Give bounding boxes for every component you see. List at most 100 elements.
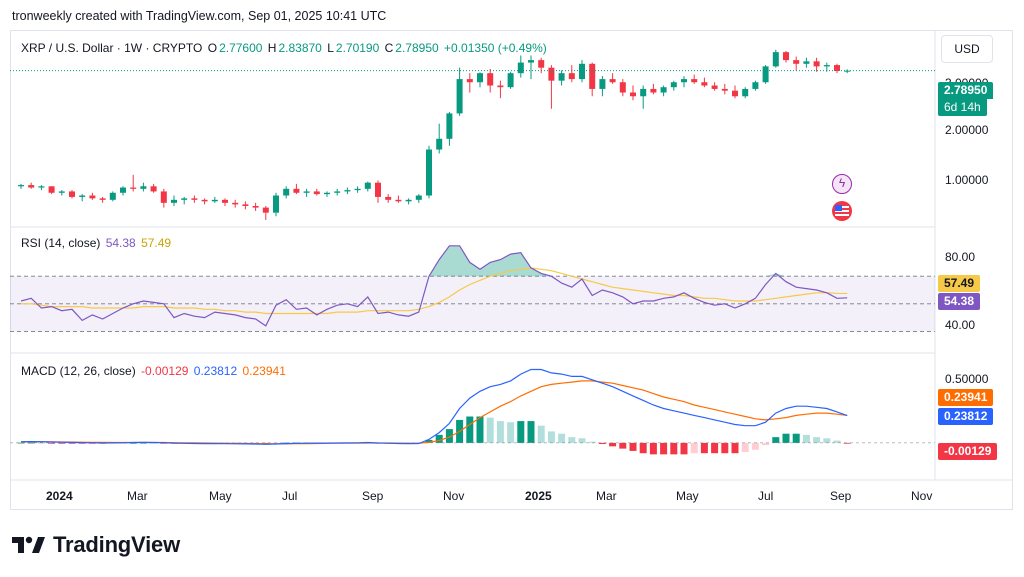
candle-body: [640, 88, 647, 97]
time-tick: Nov: [911, 489, 933, 503]
macd-histogram-bar: [609, 442, 617, 447]
candle-body: [130, 187, 137, 189]
rsi-line: [20, 245, 848, 327]
candle-body: [517, 62, 524, 74]
high-label: H: [267, 41, 277, 55]
rsi-legend: RSI (14, close) 54.38 57.49: [21, 236, 173, 250]
change-value: +0.01350 (+0.49%): [444, 41, 547, 55]
candle-body: [232, 202, 239, 205]
candle-body: [497, 85, 504, 88]
macd-histogram-bar: [547, 431, 555, 443]
candle-body: [579, 63, 585, 80]
macd-histogram-bar: [833, 440, 841, 443]
price-tick-2: 2.00000: [945, 123, 989, 137]
macd-histogram-bar: [537, 425, 545, 443]
candle-body: [283, 188, 290, 196]
macd-histogram-bar: [58, 442, 66, 444]
time-tick: Mar: [596, 489, 617, 503]
candle-body: [48, 186, 55, 193]
macd-tag: 0.23812: [938, 408, 994, 425]
low-value: 2.70190: [335, 41, 380, 55]
candle-body: [538, 60, 545, 68]
candle-body: [303, 191, 310, 193]
candle-body: [609, 79, 616, 83]
macd-histogram-bar: [751, 442, 759, 450]
candle-body: [58, 191, 65, 193]
macd-signal-line: [20, 380, 848, 445]
symbol-title[interactable]: XRP / U.S. Dollar · 1W · CRYPTO: [21, 41, 203, 55]
chart-frame: [10, 30, 1013, 510]
candle-body: [436, 138, 443, 150]
macd-histogram-bar: [558, 433, 566, 443]
macd-signal-tag: 0.23941: [938, 389, 994, 406]
candle-body: [477, 73, 483, 83]
macd-histogram-bar: [731, 442, 739, 454]
rsi-overbought-fill: [21, 245, 848, 277]
macd-hist-tag: -0.00129: [938, 443, 998, 460]
macd-value: 0.23812: [193, 364, 238, 378]
macd-histogram-bar: [711, 442, 719, 454]
candle-body: [140, 186, 147, 189]
high-value: 2.83870: [278, 41, 322, 55]
tradingview-logo-icon: [12, 536, 45, 553]
macd-histogram-bar: [425, 439, 433, 443]
candle-body: [79, 195, 86, 197]
macd-histogram-bar: [507, 422, 515, 443]
macd-histogram-bar: [68, 442, 76, 444]
macd-histogram-bar: [568, 437, 576, 443]
candle-body: [252, 205, 259, 208]
rsi-tick-40: 40.00: [945, 318, 976, 332]
rsi-value: 54.38: [105, 236, 136, 250]
macd-histogram-bar: [588, 441, 596, 443]
macd-histogram-bar: [670, 442, 678, 455]
candle-body: [619, 82, 626, 93]
candle-body: [783, 52, 789, 61]
time-tick: 2024: [46, 489, 73, 503]
macd-histogram-bar: [802, 434, 810, 443]
candle-body: [201, 199, 208, 202]
candle-body: [487, 73, 494, 86]
time-tick: Mar: [127, 489, 148, 503]
candle-body: [772, 52, 779, 67]
macd-legend: MACD (12, 26, close) -0.00129 0.23812 0.…: [21, 364, 288, 378]
candle-body: [456, 79, 463, 114]
macd-histogram-bar: [813, 437, 821, 443]
macd-histogram-bar: [721, 442, 729, 454]
candle-body: [446, 113, 453, 139]
macd-title[interactable]: MACD (12, 26, close): [21, 364, 136, 378]
open-label: O: [207, 41, 218, 55]
rsi-title[interactable]: RSI (14, close): [21, 236, 101, 250]
lightning-icon[interactable]: ϟ: [832, 174, 852, 194]
candle-body: [823, 65, 830, 67]
candle-body: [711, 85, 718, 89]
currency-button[interactable]: USD: [941, 35, 993, 63]
macd-histogram-bar: [639, 442, 647, 454]
macd-histogram-bar: [476, 416, 484, 443]
price-legend: XRP / U.S. Dollar · 1W · CRYPTO O 2.77600…: [21, 41, 549, 55]
time-tick: Jul: [282, 489, 298, 503]
candle-body: [262, 207, 269, 213]
us-flag-icon[interactable]: [832, 201, 852, 221]
macd-histogram-bar: [150, 442, 158, 444]
price-candles: [10, 49, 935, 220]
time-tick: Sep: [362, 489, 384, 503]
macd-histogram-bar: [496, 421, 504, 443]
macd-histogram-bar: [649, 442, 657, 455]
candle-body: [426, 149, 432, 196]
candle-body: [742, 88, 749, 97]
candle-body: [109, 192, 116, 200]
macd-histogram-bar: [129, 442, 137, 444]
candle-body: [670, 82, 677, 88]
candle-body: [762, 66, 769, 83]
macd-histogram-bar: [782, 433, 790, 443]
macd-histogram-bar: [619, 442, 627, 449]
candle-body: [660, 87, 667, 93]
candle-body: [568, 73, 575, 80]
candle-body: [364, 182, 371, 189]
candle-body: [599, 79, 606, 89]
candle-body: [803, 61, 810, 64]
open-value: 2.77600: [219, 41, 263, 55]
close-label: C: [384, 41, 394, 55]
candle-body: [273, 195, 279, 213]
